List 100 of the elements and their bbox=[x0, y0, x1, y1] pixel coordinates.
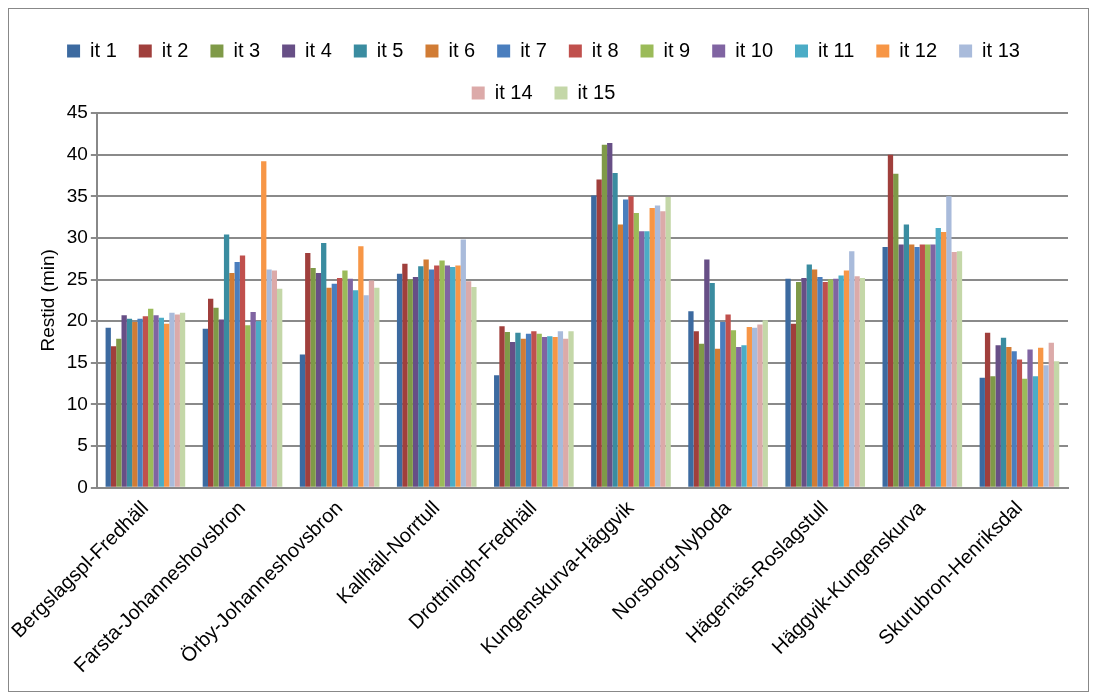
bar bbox=[785, 278, 791, 487]
bar bbox=[1016, 359, 1023, 487]
bar bbox=[455, 265, 461, 487]
bar bbox=[1053, 361, 1060, 487]
bar bbox=[790, 323, 797, 487]
bar bbox=[531, 331, 537, 487]
bar bbox=[299, 354, 306, 487]
bar bbox=[368, 280, 375, 487]
bar bbox=[148, 308, 154, 487]
bar bbox=[730, 330, 737, 487]
bar bbox=[649, 207, 655, 487]
bar bbox=[444, 265, 451, 487]
y-tick-label: 5 bbox=[77, 434, 88, 456]
bar bbox=[234, 262, 240, 487]
bar bbox=[418, 266, 424, 487]
bar bbox=[137, 318, 143, 487]
bar bbox=[229, 272, 235, 487]
bar bbox=[460, 239, 466, 487]
bar bbox=[940, 232, 947, 487]
y-tick-label: 35 bbox=[66, 184, 88, 206]
bar bbox=[990, 376, 996, 487]
bar bbox=[266, 269, 272, 487]
bar bbox=[623, 199, 629, 487]
bar bbox=[854, 276, 860, 487]
bar bbox=[239, 255, 246, 487]
bar bbox=[956, 251, 963, 487]
bar bbox=[946, 196, 952, 487]
legend-label: it 1 bbox=[90, 38, 117, 61]
bar bbox=[552, 337, 558, 487]
bar bbox=[132, 322, 138, 487]
bar bbox=[342, 270, 348, 487]
bar bbox=[628, 196, 634, 487]
bar bbox=[833, 278, 839, 487]
bar bbox=[660, 211, 666, 487]
bar bbox=[396, 273, 403, 487]
bar bbox=[1032, 376, 1039, 487]
bar bbox=[277, 288, 283, 487]
bar bbox=[423, 259, 429, 487]
legend-label: it 4 bbox=[305, 38, 332, 61]
bar bbox=[352, 290, 359, 487]
legend-label: it 8 bbox=[591, 38, 619, 61]
bar bbox=[714, 348, 721, 487]
bar bbox=[984, 332, 991, 487]
bar bbox=[1048, 342, 1054, 487]
y-tick-label: 40 bbox=[66, 142, 88, 164]
bar bbox=[951, 252, 957, 487]
bar bbox=[110, 346, 117, 487]
legend-label: it 14 bbox=[494, 80, 533, 103]
bar bbox=[909, 244, 915, 487]
bar bbox=[882, 247, 888, 487]
bar bbox=[736, 347, 742, 487]
bar bbox=[439, 260, 445, 487]
legend-label: it 9 bbox=[663, 38, 691, 61]
legend-label: it 3 bbox=[233, 38, 261, 61]
bar bbox=[520, 338, 526, 487]
bar bbox=[494, 375, 500, 487]
y-tick-label: 10 bbox=[66, 392, 88, 414]
bar bbox=[121, 315, 127, 487]
bar bbox=[688, 311, 694, 487]
bar bbox=[336, 277, 343, 487]
bar bbox=[255, 321, 262, 487]
bar bbox=[412, 277, 419, 487]
bar bbox=[1038, 347, 1044, 487]
y-axis-title: Restid (min) bbox=[36, 249, 58, 352]
bar bbox=[465, 281, 472, 487]
bar bbox=[363, 295, 369, 487]
bar bbox=[116, 338, 122, 487]
bar bbox=[607, 142, 613, 487]
y-tick-label: 30 bbox=[66, 226, 88, 248]
bar bbox=[126, 318, 133, 487]
legend-label: it 12 bbox=[899, 38, 938, 61]
bar bbox=[995, 345, 1001, 487]
bar bbox=[428, 269, 435, 487]
bar bbox=[596, 179, 602, 487]
bar bbox=[704, 259, 710, 487]
bar bbox=[557, 331, 564, 487]
bar bbox=[919, 244, 925, 487]
bar bbox=[142, 316, 149, 487]
bar bbox=[1043, 365, 1049, 487]
bar bbox=[757, 324, 763, 487]
bar bbox=[223, 234, 230, 487]
bar bbox=[838, 275, 844, 487]
bar bbox=[315, 272, 322, 487]
bar bbox=[1011, 351, 1017, 487]
legend-label: it 11 bbox=[818, 38, 855, 61]
bar bbox=[218, 319, 224, 487]
bar bbox=[638, 231, 645, 487]
bar bbox=[1027, 349, 1033, 487]
bar bbox=[591, 195, 597, 487]
bar bbox=[525, 333, 532, 487]
bar bbox=[827, 279, 834, 487]
bar bbox=[358, 246, 364, 487]
bar bbox=[450, 267, 456, 487]
bar bbox=[174, 314, 180, 487]
bar bbox=[434, 265, 440, 487]
y-tick-label: 20 bbox=[66, 309, 88, 331]
bar bbox=[536, 333, 542, 487]
bar bbox=[163, 323, 170, 487]
bar bbox=[271, 270, 278, 487]
legend-label: it 13 bbox=[982, 38, 1020, 61]
